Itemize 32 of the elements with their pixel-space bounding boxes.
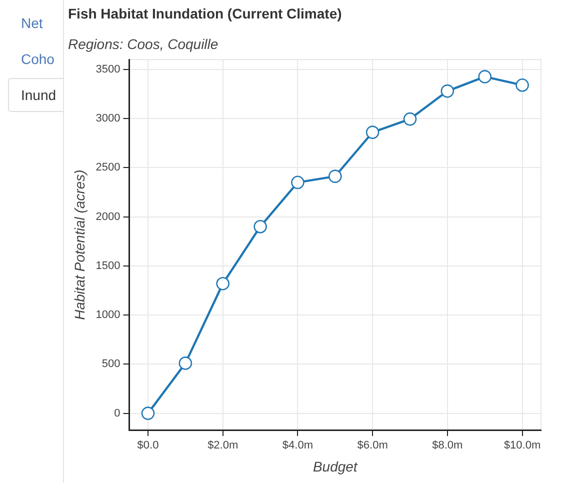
point [178, 356, 192, 370]
text: Coho [20, 50, 56, 69]
point [366, 126, 380, 139]
x-tick-label: $0.0 [137, 440, 159, 452]
point [478, 70, 492, 84]
point [254, 220, 267, 234]
y-tick-label: 1500 [96, 260, 120, 272]
point [328, 170, 342, 183]
point [216, 276, 230, 290]
point [291, 176, 304, 190]
chart-title: Fish Habitat Inundation (Current Climate) [68, 5, 342, 22]
x-axis-title: Budget [312, 458, 358, 474]
y-axis-title: Habitat Potential (acres) [71, 170, 88, 320]
point [440, 84, 454, 98]
x-tick-label: $10.0m [504, 440, 541, 452]
y-tick-label: 2000 [96, 210, 120, 223]
x-tick-label: $8.0m [432, 440, 463, 452]
y-tick-label: 3500 [96, 63, 120, 76]
y-tick-label: 0 [114, 407, 120, 420]
text: Inund [8, 78, 63, 112]
y-tick-label: 1000 [96, 309, 120, 322]
x-tick-label: $2.0m [208, 440, 238, 452]
x-tick-label: $6.0m [357, 440, 388, 452]
point [403, 112, 417, 126]
x-tick-label: $4.0m [282, 440, 313, 452]
y-tick-label: 3000 [96, 112, 120, 125]
chart-subtitle: Regions: Coos, Coquille [68, 36, 218, 52]
point [516, 78, 529, 92]
y-tick-label: 2500 [96, 162, 120, 174]
y-tick-label: 500 [102, 358, 120, 370]
point [141, 406, 155, 420]
text: Net [20, 14, 44, 33]
